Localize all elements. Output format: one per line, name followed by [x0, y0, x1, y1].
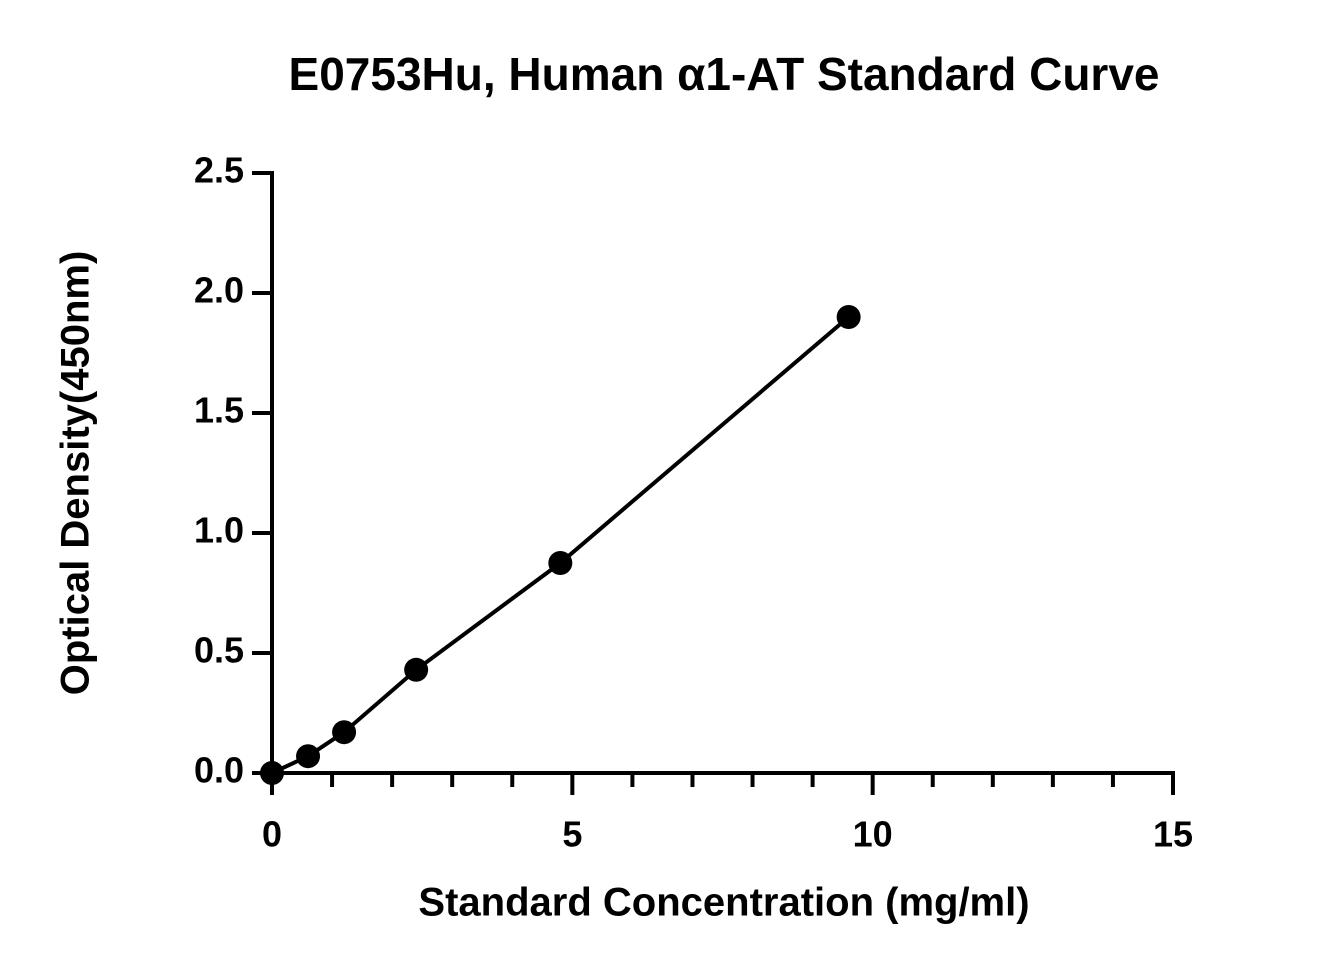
chart-title: E0753Hu, Human α1-AT Standard Curve: [289, 48, 1160, 100]
x-tick-label: 0: [262, 814, 282, 855]
x-tick-label: 15: [1153, 814, 1193, 855]
y-tick-label: 1.0: [194, 510, 244, 551]
y-tick-label: 2.0: [194, 270, 244, 311]
x-tick-label: 10: [853, 814, 893, 855]
y-axis-label: Optical Density(450nm): [54, 251, 98, 696]
y-tick-label: 1.5: [194, 390, 244, 431]
data-point: [404, 657, 429, 682]
y-tick-label: 0.5: [194, 630, 244, 671]
curve: [271, 315, 850, 775]
data-point: [296, 744, 321, 769]
data-point: [260, 761, 284, 785]
x-axis-label: Standard Concentration (mg/ml): [418, 881, 1029, 925]
data-point: [332, 720, 357, 745]
y-tick-label: 2.5: [194, 150, 244, 191]
data-point: [548, 551, 573, 575]
data-point: [836, 305, 861, 329]
y-tick-label: 0.0: [194, 750, 244, 791]
x-tick-label: 5: [562, 814, 582, 855]
